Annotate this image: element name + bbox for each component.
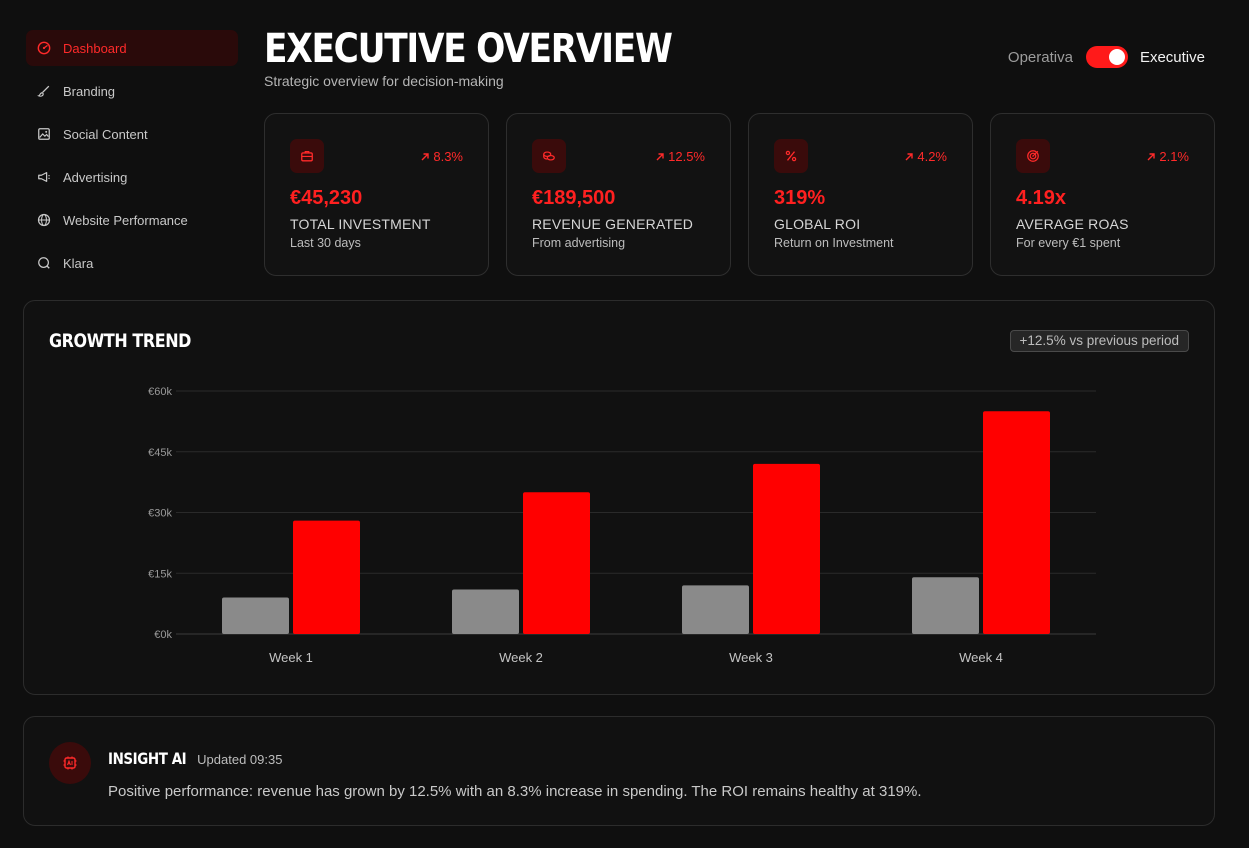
sidebar-item-label: Website Performance — [63, 212, 188, 228]
page-title: EXECUTIVE OVERVIEW — [264, 26, 673, 72]
growth-trend-chart: €0k €15k €30k €45k €60k Week 1 Week 2 Week 3 Wee… — [148, 386, 1096, 665]
kpi-subtext: Last 30 days — [290, 236, 361, 250]
page-subtitle: Strategic overview for decision-making — [264, 73, 504, 89]
comparison-badge: +12.5% vs previous period — [1009, 330, 1189, 352]
kpi-card-average-roas[interactable]: 2.1% 4.19x AVERAGE ROAS For every €1 spe… — [990, 113, 1215, 276]
insight-header: INSIGHT AI Updated 09:35 — [108, 749, 282, 768]
bar — [222, 597, 289, 634]
dashboard-icon — [37, 41, 51, 55]
sidebar-item-dashboard[interactable]: Dashboard — [26, 30, 238, 66]
bar — [293, 520, 360, 634]
x-tick-label: Week 4 — [959, 650, 1003, 665]
kpi-subtext: From advertising — [532, 236, 626, 250]
kpi-card-global-roi[interactable]: 4.2% 319% GLOBAL ROI Return on Investmen… — [748, 113, 973, 276]
kpi-card-total-investment[interactable]: 8.3% €45,230 TOTAL INVESTMENT Last 30 da… — [264, 113, 489, 276]
kpi-value: 319% — [774, 187, 826, 209]
ai-chip-icon — [49, 742, 91, 784]
mode-label-operativa[interactable]: Operativa — [1007, 48, 1073, 66]
sidebar-item-label: Advertising — [63, 169, 128, 185]
trend-up-icon — [655, 152, 665, 162]
globe-icon — [37, 213, 51, 227]
y-tick-label: €45k — [148, 447, 172, 459]
kpi-card-revenue-generated[interactable]: 12.5% €189,500 REVENUE GENERATED From ad… — [506, 113, 731, 276]
kpi-subtext: For every €1 spent — [1016, 236, 1121, 250]
kpi-cards: 8.3% €45,230 TOTAL INVESTMENT Last 30 da… — [264, 113, 1215, 276]
trend-up-icon — [904, 152, 914, 162]
switch-knob — [1108, 49, 1125, 65]
y-tick-label: €30k — [148, 508, 172, 520]
insight-title: INSIGHT AI — [108, 749, 187, 768]
percent-icon — [774, 139, 808, 173]
megaphone-icon — [37, 170, 51, 184]
kpi-value: 4.19x — [1016, 187, 1067, 209]
kpi-change-value: 12.5% — [668, 149, 705, 164]
bar — [983, 411, 1050, 634]
bar — [912, 577, 979, 634]
briefcase-icon — [290, 139, 324, 173]
bar — [682, 585, 749, 634]
sidebar-item-label: Klara — [63, 255, 94, 271]
sidebar-item-label: Dashboard — [63, 40, 127, 56]
mode-toggle: Operativa Executive — [1008, 46, 1205, 68]
page-header: EXECUTIVE OVERVIEW Strategic overview fo… — [264, 26, 738, 89]
sidebar-item-social-content[interactable]: Social Content — [26, 116, 238, 152]
kpi-value: €45,230 — [290, 187, 363, 209]
chart-title: GROWTH TREND — [49, 330, 192, 352]
chat-icon — [37, 256, 51, 270]
x-tick-label: Week 2 — [499, 650, 543, 665]
bar — [523, 492, 590, 634]
sidebar-item-website-performance[interactable]: Website Performance — [26, 202, 238, 238]
mode-label-executive[interactable]: Executive — [1139, 48, 1205, 66]
y-tick-label: €0k — [154, 629, 172, 641]
kpi-label: REVENUE GENERATED — [532, 216, 694, 232]
trend-up-icon — [420, 152, 430, 162]
sidebar: Dashboard Branding Social Content Advert… — [26, 30, 238, 288]
sidebar-item-branding[interactable]: Branding — [26, 73, 238, 109]
sidebar-item-label: Branding — [63, 83, 116, 99]
kpi-label: AVERAGE ROAS — [1016, 216, 1129, 232]
kpi-change: 8.3% — [420, 149, 463, 164]
kpi-change-value: 2.1% — [1159, 149, 1189, 164]
bar — [753, 463, 820, 634]
trend-up-icon — [1146, 152, 1156, 162]
kpi-label: GLOBAL ROI — [774, 216, 861, 232]
mode-switch[interactable] — [1085, 46, 1128, 68]
kpi-change: 4.2% — [904, 149, 947, 164]
kpi-value: €189,500 — [532, 187, 616, 209]
target-icon — [1016, 139, 1050, 173]
insight-updated: Updated 09:35 — [197, 752, 283, 767]
y-tick-label: €15k — [148, 568, 172, 580]
x-tick-label: Week 1 — [269, 650, 313, 665]
kpi-change: 2.1% — [1146, 149, 1189, 164]
bar — [452, 589, 519, 634]
brush-icon — [37, 84, 51, 98]
x-tick-label: Week 3 — [729, 650, 773, 665]
sidebar-item-klara[interactable]: Klara — [26, 245, 238, 281]
growth-trend-panel: GROWTH TREND +12.5% vs previous period €… — [23, 300, 1215, 695]
kpi-change: 12.5% — [655, 149, 705, 164]
sidebar-item-advertising[interactable]: Advertising — [26, 159, 238, 195]
y-tick-label: €60k — [148, 386, 172, 398]
insight-text: Positive performance: revenue has grown … — [108, 783, 922, 800]
kpi-change-value: 8.3% — [433, 149, 463, 164]
image-icon — [37, 127, 51, 141]
kpi-label: TOTAL INVESTMENT — [290, 216, 431, 232]
kpi-subtext: Return on Investment — [774, 236, 894, 250]
kpi-change-value: 4.2% — [917, 149, 947, 164]
insight-panel: INSIGHT AI Updated 09:35 Positive perfor… — [23, 716, 1215, 826]
sidebar-item-label: Social Content — [63, 126, 148, 142]
coins-icon — [532, 139, 566, 173]
